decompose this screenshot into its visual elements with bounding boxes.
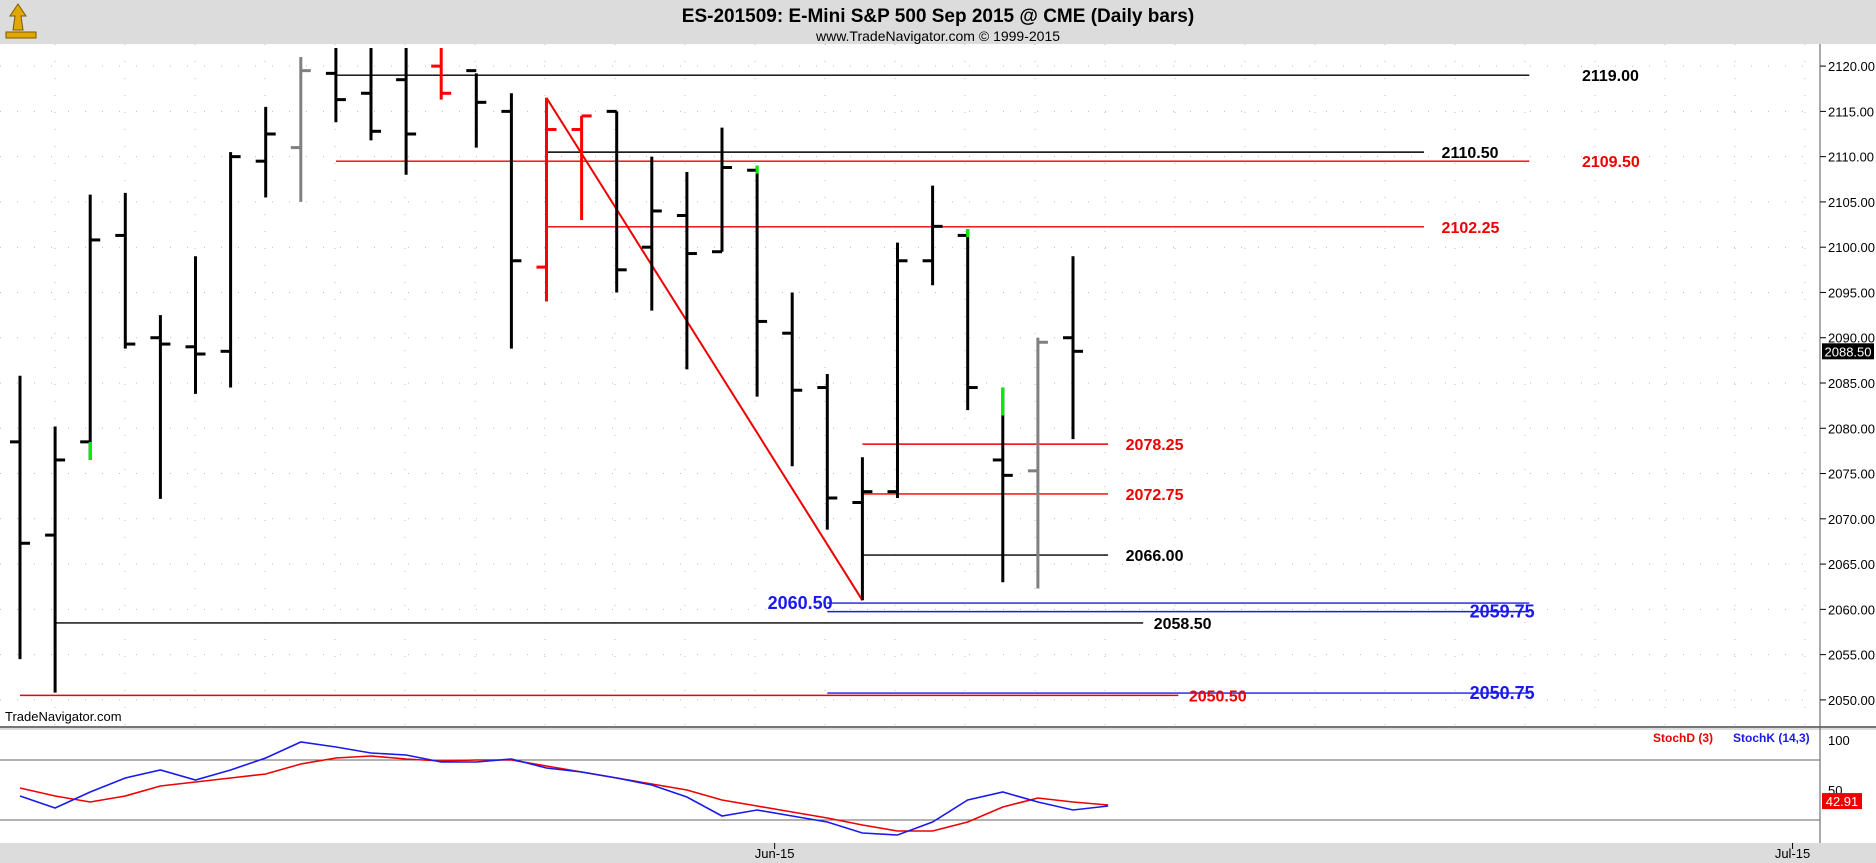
chart-title: ES-201509: E-Mini S&P 500 Sep 2015 @ CME…: [682, 6, 1194, 27]
level-label: 2072.75: [1126, 487, 1184, 504]
level-label: 2050.75: [1470, 683, 1535, 703]
ohlc-bar: [887, 242, 908, 498]
ohlc-bar: [1027, 337, 1048, 589]
price-tick-label: 2065.00: [1828, 557, 1875, 572]
price-tick-label: 2075.00: [1828, 467, 1875, 482]
price-tick-label: 2105.00: [1828, 195, 1875, 210]
ohlc-bar: [325, 48, 346, 123]
ohlc-bar: [501, 93, 522, 349]
level-labels: 2119.00 2110.50 2109.50 2102.25 2078.25 2072.…: [768, 68, 1640, 705]
ohlc-bar: [957, 229, 978, 411]
ohlc-bar: [431, 48, 452, 100]
ohlc-bar: [290, 57, 311, 202]
ohlc-bar: [1063, 256, 1083, 440]
ohlc-bar: [782, 292, 803, 467]
price-tick-label: 2090.00: [1828, 331, 1875, 346]
ohlc-bar: [361, 48, 381, 141]
ohlc-bar: [466, 69, 487, 148]
last-price-label: 2088.50: [1825, 344, 1872, 359]
ohlc-bar: [712, 127, 732, 254]
ohlc-bar: [10, 375, 30, 660]
level-label: 2102.25: [1442, 220, 1500, 237]
price-axis: [1820, 44, 1876, 726]
ohlc-bar: [747, 165, 768, 397]
ohlc-bar: [641, 156, 662, 311]
level-label: 2060.50: [768, 593, 833, 613]
ohlc-bar: [992, 387, 1013, 583]
price-tick-label: 2050.00: [1828, 693, 1875, 708]
level-label: 2058.50: [1154, 616, 1212, 633]
price-tick-label: 2120.00: [1828, 59, 1875, 74]
ohlc-bar: [571, 114, 592, 221]
price-tick-label: 2085.00: [1828, 376, 1875, 391]
stoch-last-box: [1822, 793, 1862, 810]
level-label: 2050.50: [1189, 688, 1247, 705]
level-label: 2066.00: [1126, 548, 1184, 565]
ohlc-bar: [396, 48, 417, 175]
price-tick-label: 2110.00: [1828, 150, 1874, 165]
stoch-tick-label: 100: [1828, 733, 1850, 748]
price-tick-label: 2060.00: [1828, 602, 1875, 617]
stochastic-axis: [1820, 730, 1876, 843]
stoch-legend-label: StochK (14,3): [1733, 731, 1810, 745]
ohlc-bar: [922, 185, 943, 286]
price-levels: [20, 74, 1530, 697]
level-label: 2110.50: [1442, 145, 1499, 162]
ohlc-bar: [817, 373, 838, 530]
ohlc-bar: [536, 97, 557, 302]
level-label: 2059.75: [1470, 602, 1535, 622]
level-label: 2119.00: [1582, 68, 1639, 85]
price-tick-label: 2100.00: [1828, 240, 1875, 255]
ohlc-bar: [255, 106, 276, 198]
ohlc-bar: [150, 315, 171, 499]
stoch-series-line: [19, 755, 1109, 832]
trendline-segment: [545, 97, 864, 601]
ohlc-bars: [10, 48, 1083, 693]
stoch-last-label: 42.91: [1826, 794, 1859, 809]
trendline: [545, 97, 864, 601]
stoch-series-line: [19, 741, 1109, 836]
tradenavigator-logo-icon: [5, 3, 37, 39]
ohlc-bar: [606, 109, 627, 293]
price-tick-label: 2055.00: [1828, 648, 1875, 663]
ohlc-bar: [115, 192, 136, 349]
grid-dots: [0, 44, 1820, 726]
chart-subtitle: www.TradeNavigator.com © 1999-2015: [815, 28, 1060, 44]
ohlc-bar: [45, 426, 66, 693]
ohlc-bar: [185, 256, 206, 394]
watermark: TradeNavigator.com: [5, 709, 122, 724]
price-tick-label: 2095.00: [1828, 285, 1875, 300]
stoch-legend-label: StochD (3): [1653, 731, 1713, 745]
main-plot-area: [0, 44, 1820, 726]
stochastic-plot-area: [0, 730, 1820, 843]
ohlc-bar: [80, 194, 101, 460]
ohlc-bar: [852, 457, 873, 601]
last-price-box: [1822, 343, 1874, 360]
price-tick-labels: 2050.00 2055.00 2060.00 2065.00 2070.00 2075.…: [1820, 59, 1875, 708]
price-tick-label: 2080.00: [1828, 421, 1875, 436]
date-tick-labels: Jun-15 Jul-15: [755, 843, 1810, 861]
date-tick-label: Jul-15: [1775, 846, 1810, 861]
ohlc-bar: [676, 172, 697, 370]
last-price-marker: 2088.50: [1822, 343, 1874, 360]
ohlc-bar: [220, 152, 241, 388]
price-tick-label: 2070.00: [1828, 512, 1875, 527]
price-tick-label: 2115.00: [1828, 104, 1874, 119]
level-label: 2078.25: [1126, 437, 1184, 454]
level-label: 2109.50: [1582, 154, 1640, 171]
date-tick-label: Jun-15: [755, 846, 795, 861]
